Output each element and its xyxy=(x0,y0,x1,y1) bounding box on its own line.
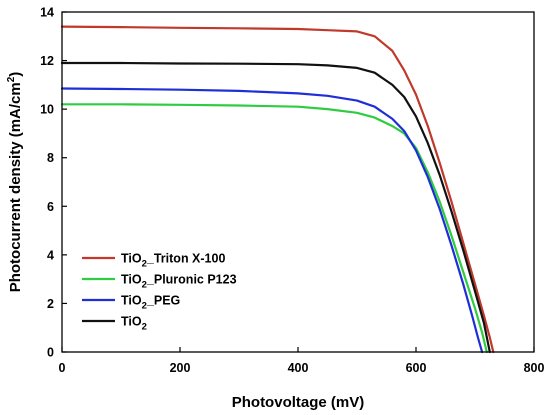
x-tick-label: 400 xyxy=(288,361,309,375)
y-tick-label: 10 xyxy=(40,103,54,117)
legend-label: TiO2 xyxy=(121,315,147,333)
legend-label: TiO2_Triton X-100 xyxy=(121,252,225,270)
series-layer xyxy=(60,25,495,354)
x-tick-label: 0 xyxy=(59,361,66,375)
plot-frame xyxy=(61,11,535,353)
y-tick-label: 14 xyxy=(40,6,54,20)
legend-label: TiO2_Pluronic P123 xyxy=(121,273,237,291)
series-line xyxy=(60,103,488,354)
series-line xyxy=(60,25,495,354)
y-tick-label: 6 xyxy=(47,200,54,214)
legend: TiO2_Triton X-100 TiO2_Pluronic P123 TiO2_… xyxy=(82,252,237,333)
series-line xyxy=(60,61,491,354)
y-tick-label: 8 xyxy=(47,151,54,165)
legend-label: TiO2_PEG xyxy=(121,294,180,312)
x-axis-title: Photovoltage (mV) xyxy=(232,394,365,411)
y-tick-label: 2 xyxy=(47,297,54,311)
y-tick-label: 12 xyxy=(40,54,54,68)
x-tick-label: 600 xyxy=(406,361,427,375)
series-line xyxy=(60,87,484,354)
y-axis-title: Photocurrent density (mA/cm2) xyxy=(6,72,24,293)
y-tick-label: 0 xyxy=(47,346,54,360)
x-tick-label: 800 xyxy=(524,361,545,375)
x-tick-label: 200 xyxy=(170,361,191,375)
y-tick-label: 4 xyxy=(47,248,54,262)
ticks-layer: 0 200 400 600 800 0 2 4 6 8 10 12 14 xyxy=(40,6,544,376)
